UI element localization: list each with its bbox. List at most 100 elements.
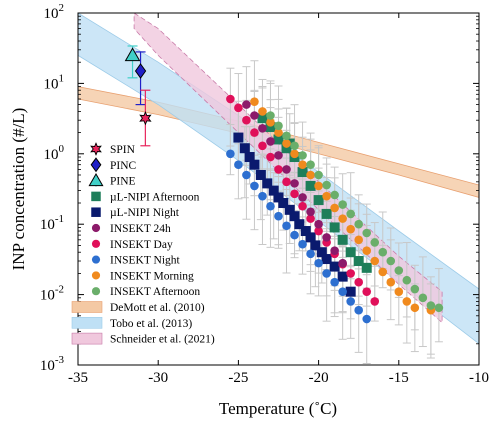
insekt-day-point (346, 269, 355, 278)
y-tick-label: 102 (44, 2, 65, 22)
insekt-night-point (330, 277, 339, 287)
legend-swatch (71, 332, 103, 345)
insekt-afternoon-point (426, 301, 436, 310)
legend-marker (91, 191, 101, 202)
-l-nipi-night-point (300, 226, 311, 237)
insekt-afternoon-point (322, 180, 331, 190)
data-points (124, 45, 444, 324)
insekt-afternoon-point (418, 293, 428, 303)
legend-label: PINE (110, 176, 136, 188)
insekt-day-point (290, 189, 299, 199)
insekt-afternoon-point (362, 228, 372, 238)
insekt-24h-point (298, 193, 307, 202)
legend-label: µL-NIPI Afternoon (110, 191, 200, 203)
insekt-day-point (370, 297, 380, 306)
y-tick-exponent: 0 (59, 143, 65, 155)
insekt-afternoon-point (338, 200, 347, 209)
insekt-morning-point (306, 170, 315, 180)
insekt-day-point (242, 115, 251, 125)
insekt-morning-point (410, 303, 420, 313)
x-tick-label: -15 (389, 370, 409, 386)
insekt-24h-point (290, 179, 299, 188)
insekt-afternoon-point (330, 190, 339, 200)
x-tick-label: -25 (228, 370, 248, 386)
legend-marker (91, 239, 101, 248)
insekt-morning-point (370, 256, 380, 266)
-l-nipi-night-point (289, 211, 300, 222)
insekt-afternoon-point (402, 275, 412, 285)
insekt-night-point (234, 160, 243, 170)
insekt-24h-point (330, 246, 339, 256)
y-tick-exponent: 2 (59, 2, 65, 14)
y-tick-label: 101 (44, 72, 65, 92)
insekt-night-point (226, 149, 235, 159)
insekt-night-point (242, 170, 251, 180)
legend-label: µL-NIPI Night (110, 207, 180, 219)
-l-nipi-night-point (329, 261, 340, 272)
-l-nipi-night-point (278, 198, 289, 209)
insekt-night-point (314, 258, 323, 268)
insekt-night-point (338, 287, 347, 296)
-l-nipi-night-point (244, 152, 255, 163)
-l-nipi-afternoon-point (361, 262, 372, 273)
insekt-morning-point (338, 214, 347, 223)
legend-swatch (71, 316, 103, 329)
insekt-night-point (274, 211, 283, 221)
legend-label: PINC (110, 160, 137, 172)
insekt-afternoon-point (394, 266, 404, 275)
insekt-day-point (314, 226, 323, 236)
insekt-24h-point (306, 207, 315, 217)
insekt-morning-point (386, 277, 396, 287)
insekt-day-point (298, 201, 307, 211)
legend-label: INSEKT Day (110, 239, 173, 251)
insekt-day-point (234, 103, 243, 113)
insekt-night-point (354, 305, 364, 315)
legend-marker (88, 172, 104, 187)
insekt-night-point (290, 230, 299, 240)
legend-marker (90, 142, 102, 156)
y-tick-label: 10-1 (40, 213, 64, 233)
legend-label: DeMott et al. (2010) (110, 302, 205, 314)
insekt-morning-point (290, 149, 299, 159)
spin-point (139, 111, 152, 126)
insekt-morning-point (330, 203, 339, 213)
legend: SPIN PINC PINE µL-NIPI Afternoon µL-NIPI Nig… (71, 142, 215, 346)
-l-nipi-night-point (345, 286, 356, 297)
-l-nipi-night-point (239, 143, 250, 154)
insekt-afternoon-point (370, 238, 380, 247)
x-axis-label: Temperature (˚C) (219, 399, 337, 418)
-l-nipi-afternoon-point (257, 113, 268, 124)
legend-label: Schneider et al. (2021) (110, 334, 215, 346)
insekt-afternoon-point (290, 141, 299, 151)
legend-marker (91, 287, 101, 296)
insekt-day-point (266, 152, 275, 162)
insekt-night-point (362, 314, 372, 324)
y-tick-label: 10-2 (40, 284, 64, 304)
y-axis-label: INP concentration (#/L) (9, 108, 28, 271)
insekt-day-point (226, 94, 235, 104)
legend-label: INSEKT Night (110, 255, 181, 267)
insekt-night-point (250, 181, 259, 191)
y-tick-label: 10-3 (40, 354, 65, 374)
-l-nipi-night-point (262, 178, 273, 189)
y-tick-exponent: -2 (55, 284, 64, 296)
legend-label: Tobo et al. (2013) (110, 318, 192, 330)
insekt-morning-point (298, 160, 307, 170)
insekt-night-point (322, 269, 331, 278)
y-tick-exponent: -3 (55, 354, 65, 366)
-l-nipi-afternoon-point (273, 134, 284, 145)
insekt-morning-point (354, 235, 364, 245)
insekt-day-point (362, 287, 372, 296)
insekt-morning-point (362, 246, 372, 256)
insekt-24h-point (266, 137, 275, 146)
pinc-point (134, 63, 147, 79)
-l-nipi-night-point (255, 169, 266, 180)
y-tick-exponent: 1 (59, 72, 65, 84)
insekt-afternoon-point (378, 247, 388, 257)
insekt-24h-point (338, 258, 347, 268)
insekt-day-point (354, 277, 364, 287)
y-tick-exponent: -1 (55, 213, 64, 225)
-l-nipi-afternoon-point (265, 122, 276, 133)
legend-marker (91, 255, 101, 264)
